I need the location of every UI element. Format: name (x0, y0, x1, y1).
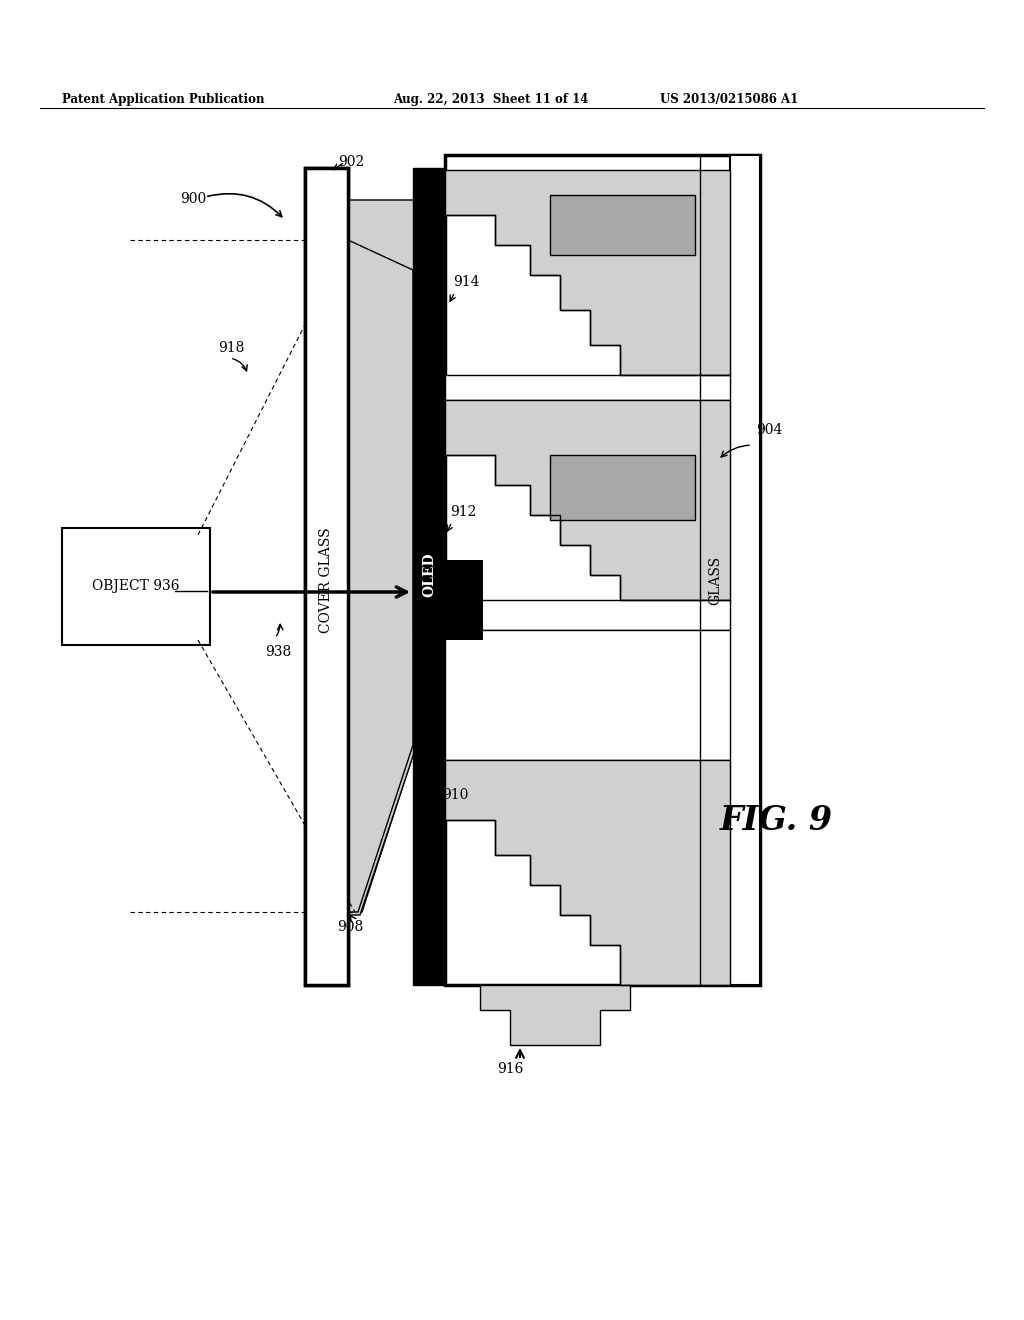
Text: FIG. 9: FIG. 9 (720, 804, 834, 837)
Text: US 2013/0215086 A1: US 2013/0215086 A1 (660, 92, 799, 106)
Text: 900: 900 (180, 191, 206, 206)
Text: 938: 938 (265, 645, 291, 659)
Text: 908: 908 (337, 920, 364, 935)
Text: 904: 904 (756, 422, 782, 437)
Polygon shape (445, 375, 730, 400)
Polygon shape (348, 201, 415, 915)
Text: 902: 902 (338, 154, 365, 169)
Polygon shape (413, 560, 483, 640)
Polygon shape (445, 601, 730, 630)
Text: GLASS: GLASS (708, 556, 722, 605)
Polygon shape (550, 195, 695, 255)
Polygon shape (348, 240, 413, 912)
Polygon shape (445, 760, 730, 985)
Polygon shape (550, 455, 695, 520)
Polygon shape (413, 168, 445, 985)
Polygon shape (730, 154, 760, 985)
Text: OLED: OLED (422, 553, 436, 598)
Polygon shape (445, 154, 760, 985)
Text: Aug. 22, 2013  Sheet 11 of 14: Aug. 22, 2013 Sheet 11 of 14 (393, 92, 589, 106)
Polygon shape (62, 528, 210, 645)
Polygon shape (445, 170, 730, 375)
Text: 906: 906 (420, 275, 446, 289)
Text: 918: 918 (218, 341, 245, 355)
Text: 912: 912 (450, 506, 476, 519)
Polygon shape (445, 400, 730, 601)
Text: OBJECT 936: OBJECT 936 (92, 579, 180, 593)
Polygon shape (413, 560, 480, 640)
Text: COVER GLASS: COVER GLASS (319, 527, 333, 632)
Text: 910: 910 (442, 788, 468, 803)
Polygon shape (413, 568, 480, 630)
Text: Patent Application Publication: Patent Application Publication (62, 92, 264, 106)
Polygon shape (413, 168, 445, 985)
Polygon shape (305, 168, 348, 985)
Polygon shape (480, 985, 630, 1045)
Polygon shape (445, 630, 730, 760)
Text: 916: 916 (497, 1063, 523, 1076)
Polygon shape (305, 168, 348, 985)
Polygon shape (348, 240, 413, 912)
Text: 914: 914 (453, 275, 479, 289)
